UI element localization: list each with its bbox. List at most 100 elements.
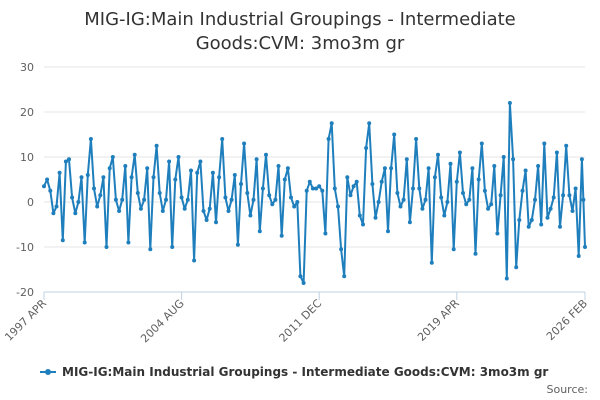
data-point[interactable] [392, 132, 397, 137]
data-point[interactable] [204, 218, 209, 222]
data-point[interactable] [314, 186, 319, 191]
data-point[interactable] [151, 175, 156, 180]
data-point[interactable] [185, 197, 190, 202]
data-point[interactable] [113, 197, 118, 202]
data-point[interactable] [482, 188, 487, 193]
data-point[interactable] [310, 186, 315, 191]
data-point[interactable] [67, 157, 71, 162]
data-point[interactable] [192, 258, 197, 263]
data-point[interactable] [548, 206, 553, 211]
series-line[interactable] [42, 101, 587, 285]
data-point[interactable] [583, 245, 587, 249]
data-point[interactable] [88, 137, 93, 141]
data-point[interactable] [239, 182, 243, 186]
data-point[interactable] [60, 238, 65, 243]
data-point[interactable] [304, 188, 309, 193]
data-point[interactable] [179, 195, 184, 200]
data-point[interactable] [489, 202, 494, 207]
data-point[interactable] [395, 191, 400, 195]
data-point[interactable] [357, 213, 362, 218]
data-point[interactable] [51, 211, 56, 216]
data-point[interactable] [523, 168, 528, 173]
data-point[interactable] [223, 195, 228, 200]
data-point[interactable] [373, 215, 378, 220]
data-point[interactable] [398, 204, 403, 209]
data-point[interactable] [270, 202, 275, 207]
data-point[interactable] [426, 166, 431, 171]
data-point[interactable] [492, 164, 497, 168]
data-point[interactable] [226, 209, 231, 213]
data-point[interactable] [285, 166, 290, 171]
data-point[interactable] [507, 101, 512, 105]
data-point[interactable] [376, 200, 381, 204]
data-point[interactable] [320, 188, 325, 193]
data-point[interactable] [79, 175, 84, 180]
data-point[interactable] [558, 224, 562, 229]
data-point[interactable] [404, 157, 409, 162]
data-point[interactable] [117, 209, 122, 213]
data-point[interactable] [370, 182, 375, 186]
data-point[interactable] [436, 152, 440, 157]
data-point[interactable] [123, 164, 128, 168]
legend[interactable]: MIG-IG:Main Industrial Groupings - Inter… [40, 365, 548, 379]
data-point[interactable] [254, 157, 259, 162]
data-point[interactable] [576, 254, 581, 258]
data-point[interactable] [445, 200, 450, 204]
data-point[interactable] [167, 159, 172, 164]
data-point[interactable] [235, 242, 240, 247]
data-point[interactable] [295, 200, 300, 204]
data-point[interactable] [217, 175, 222, 180]
data-point[interactable] [95, 204, 100, 209]
data-point[interactable] [536, 164, 541, 168]
data-point[interactable] [173, 177, 178, 182]
data-point[interactable] [417, 186, 422, 191]
data-point[interactable] [429, 260, 434, 265]
data-point[interactable] [448, 161, 453, 166]
data-point[interactable] [332, 186, 337, 191]
data-point[interactable] [276, 164, 281, 168]
data-point[interactable] [348, 193, 353, 198]
data-point[interactable] [501, 155, 506, 159]
data-point[interactable] [307, 179, 312, 184]
data-point[interactable] [561, 193, 566, 198]
data-point[interactable] [207, 206, 212, 211]
data-point[interactable] [529, 218, 534, 222]
data-point[interactable] [292, 204, 297, 209]
data-point[interactable] [182, 206, 187, 211]
data-point[interactable] [170, 245, 175, 249]
data-point[interactable] [442, 213, 447, 218]
data-point[interactable] [495, 231, 500, 236]
data-point[interactable] [423, 197, 428, 202]
data-point[interactable] [386, 229, 390, 234]
data-point[interactable] [382, 166, 387, 171]
data-point[interactable] [232, 173, 237, 177]
data-point[interactable] [467, 197, 472, 202]
data-point[interactable] [298, 274, 303, 279]
data-point[interactable] [282, 177, 287, 182]
data-point[interactable] [42, 184, 46, 189]
data-point[interactable] [164, 197, 168, 202]
data-point[interactable] [432, 175, 437, 180]
data-point[interactable] [476, 177, 481, 182]
data-point[interactable] [142, 197, 147, 202]
data-point[interactable] [82, 240, 87, 245]
data-point[interactable] [229, 197, 234, 202]
data-point[interactable] [248, 213, 253, 218]
data-point[interactable] [214, 220, 218, 225]
data-point[interactable] [504, 276, 509, 281]
data-point[interactable] [451, 247, 456, 252]
data-point[interactable] [245, 191, 250, 195]
data-point[interactable] [533, 197, 537, 202]
data-point[interactable] [323, 231, 328, 236]
data-point[interactable] [195, 170, 200, 175]
data-point[interactable] [498, 193, 503, 198]
data-point[interactable] [176, 155, 181, 159]
data-point[interactable] [573, 186, 578, 191]
data-point[interactable] [257, 229, 262, 234]
data-point[interactable] [581, 197, 586, 202]
data-point[interactable] [45, 177, 50, 182]
data-point[interactable] [389, 166, 394, 171]
data-point[interactable] [98, 193, 103, 198]
data-point[interactable] [264, 152, 268, 157]
data-point[interactable] [511, 157, 516, 162]
